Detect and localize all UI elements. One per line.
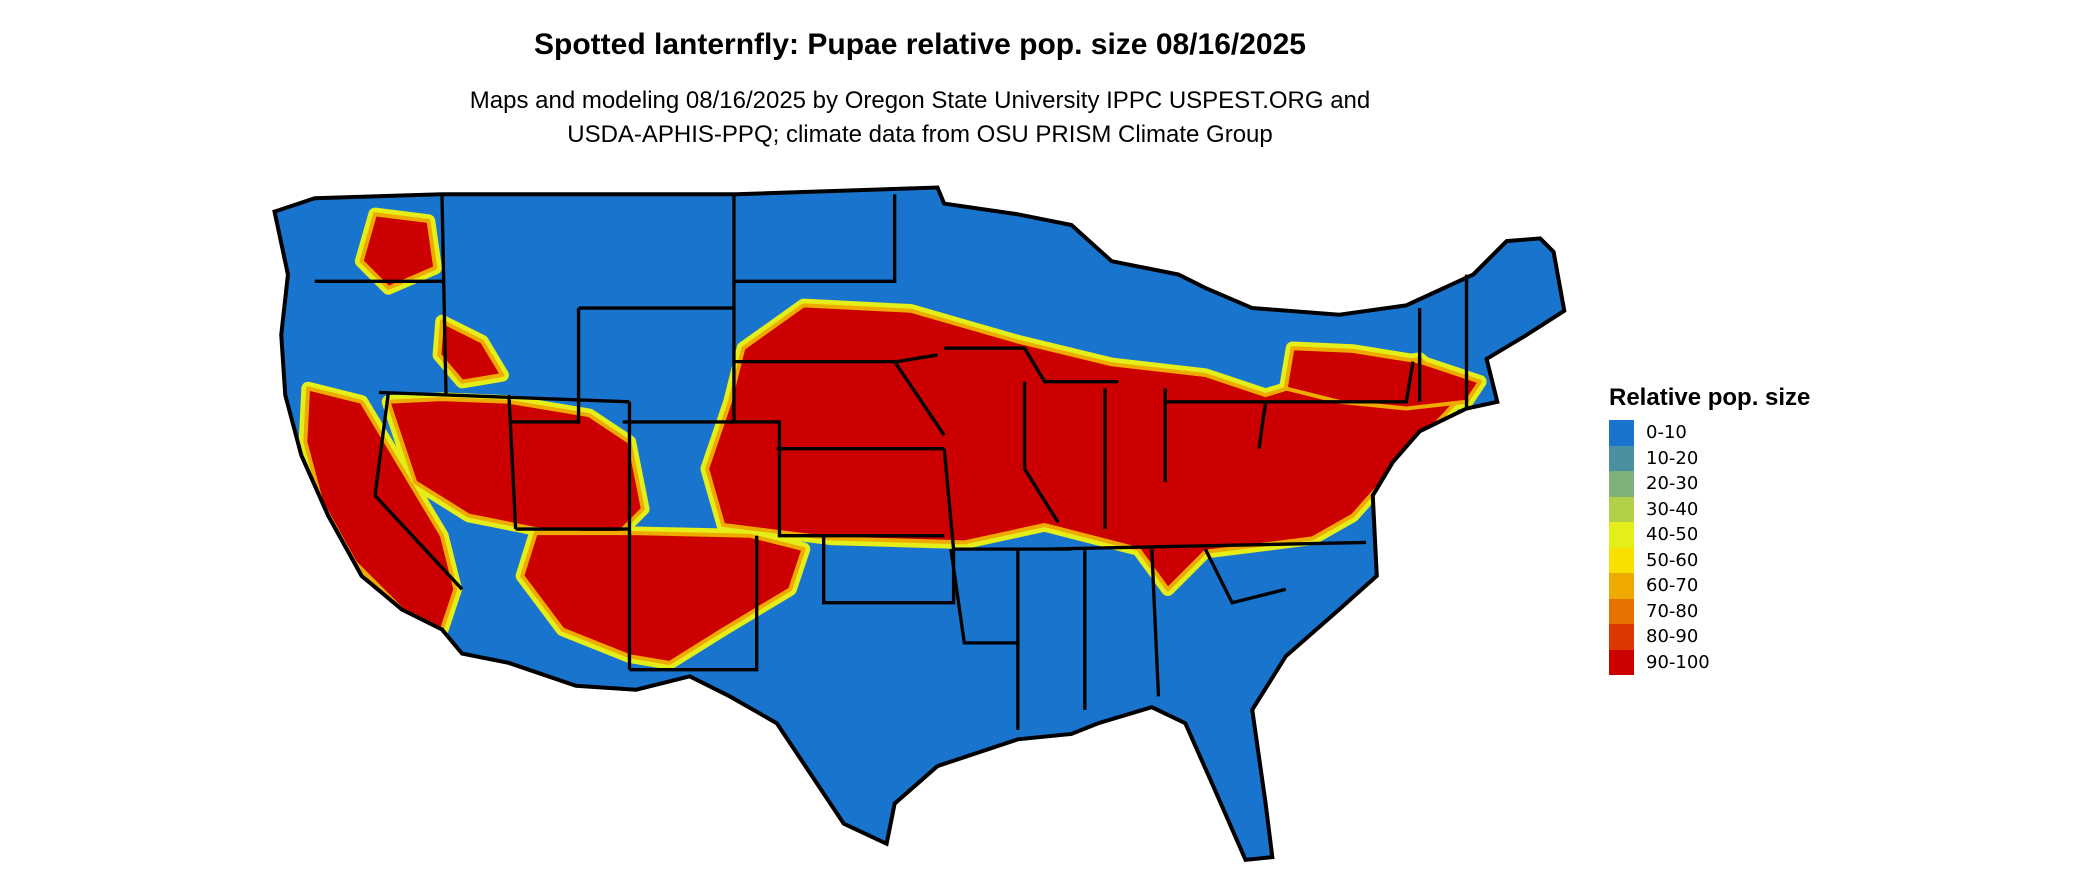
legend-item: 60-70 [1609,573,1810,599]
high-population-region [520,531,806,665]
subtitle-line-1: Maps and modeling 08/16/2025 by Oregon S… [469,87,1371,114]
map-title: Spotted lanternfly: Pupae relative pop. … [534,28,1306,61]
legend-swatch [1609,547,1634,573]
high-population-region [437,319,505,384]
legend-swatch [1609,624,1634,650]
legend-item: 90-100 [1609,649,1810,675]
subtitle-line-2: USDA-APHIS-PPQ; climate data from OSU PR… [567,121,1273,148]
legend-label: 90-100 [1646,651,1710,673]
legend-item: 40-50 [1609,522,1810,548]
legend-swatch [1609,496,1634,522]
state-borders [275,188,1565,860]
legend: Relative pop. size 0-10 10-20 20-30 30-40 40… [1609,384,1810,675]
legend-title: Relative pop. size [1609,384,1811,411]
legend-label: 10-20 [1646,447,1699,469]
high-population-region [386,397,645,538]
legend-item: 80-90 [1609,624,1810,650]
legend-label: 30-40 [1646,498,1699,520]
legend-swatch [1609,522,1634,548]
legend-label: 70-80 [1646,600,1699,622]
legend-swatch [1609,649,1634,675]
legend-label: 40-50 [1646,524,1699,546]
high-population-region [705,303,1465,592]
map-subtitle: Maps and modeling 08/16/2025 by Oregon S… [0,84,1840,152]
legend-swatch [1609,471,1634,497]
legend-label: 20-30 [1646,473,1699,495]
legend-item: 10-20 [1609,445,1810,471]
legend-item: 20-30 [1609,471,1810,497]
legend-item: 50-60 [1609,547,1810,573]
legend-item: 30-40 [1609,496,1810,522]
legend-swatch [1609,445,1634,471]
legend-swatch [1609,573,1634,599]
legend-item: 0-10 [1609,420,1810,446]
legend-swatch [1609,598,1634,624]
legend-item: 70-80 [1609,598,1810,624]
legend-swatch [1609,420,1634,446]
legend-label: 50-60 [1646,549,1699,571]
high-population-region [359,212,438,290]
legend-label: 60-70 [1646,575,1699,597]
legend-label: 0-10 [1646,422,1687,444]
legend-label: 80-90 [1646,626,1699,648]
